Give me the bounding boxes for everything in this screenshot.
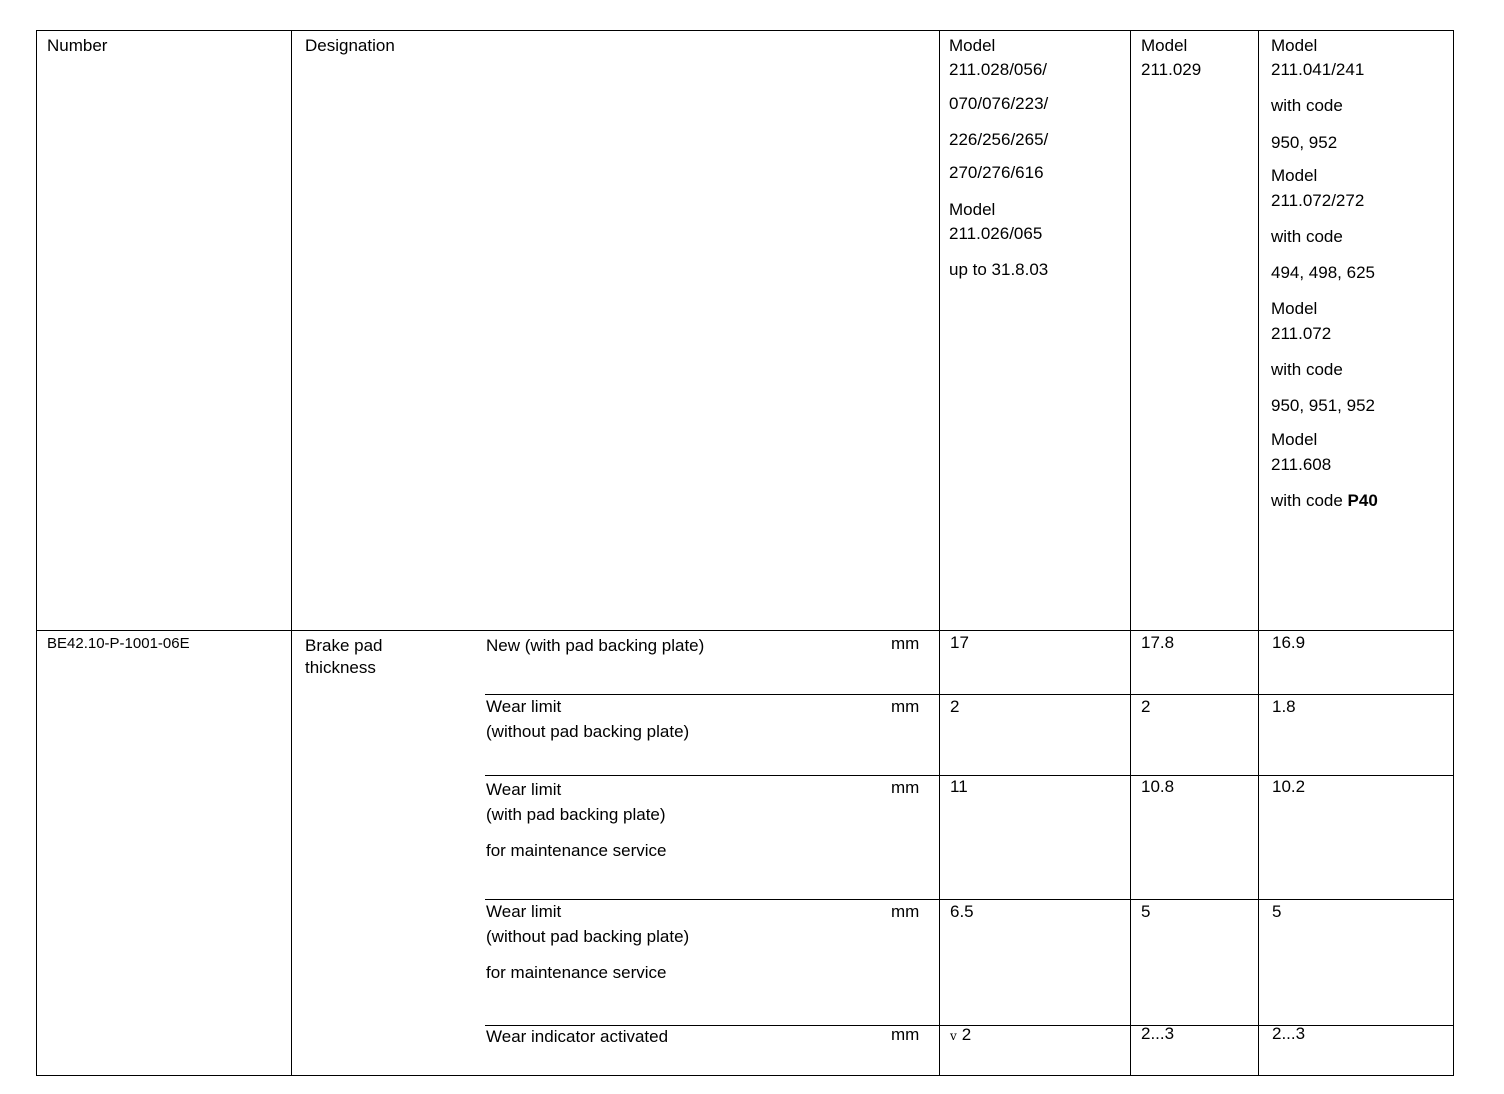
row-desc: (without pad backing plate): [486, 927, 690, 946]
row-divider: [485, 1025, 1454, 1026]
header-text: 211.026/065: [949, 224, 1043, 243]
row-value-2: 10.8: [1141, 777, 1175, 796]
row-value-1: 2: [950, 697, 960, 716]
row-value-2: 2: [1141, 697, 1151, 716]
row-value-2: 5: [1141, 902, 1151, 921]
header-designation: Designation: [305, 36, 395, 55]
row-value-1: 11: [950, 777, 968, 796]
table-border-right: [1453, 30, 1454, 1076]
row-unit: mm: [891, 902, 920, 921]
designation-line: thickness: [305, 658, 376, 677]
header-text: with code: [1271, 96, 1343, 115]
header-text: with code P40: [1271, 491, 1378, 511]
header-text: Model: [949, 36, 996, 55]
row-desc: Wear limit: [486, 780, 562, 799]
row-desc: Wear limit: [486, 902, 562, 921]
header-text: 211.072: [1271, 324, 1332, 343]
spec-number: BE42.10-P-1001-06E: [47, 635, 190, 652]
row-divider: [485, 899, 1454, 900]
header-text: with code: [1271, 491, 1348, 510]
header-text: 211.072/272: [1271, 191, 1365, 210]
column-divider: [291, 30, 292, 1076]
header-text: 494, 498, 625: [1271, 263, 1375, 282]
table-border-left: [36, 30, 37, 1076]
row-unit: mm: [891, 697, 920, 716]
value: 2: [961, 1025, 972, 1044]
header-text: Model: [1271, 166, 1318, 185]
header-text: 950, 951, 952: [1271, 396, 1375, 415]
row-desc: for maintenance service: [486, 841, 667, 860]
row-desc: (with pad backing plate): [486, 805, 666, 824]
row-value-3: 2...3: [1272, 1024, 1306, 1043]
header-divider: [36, 630, 1454, 631]
header-text: 211.608: [1271, 455, 1332, 474]
column-divider: [1258, 30, 1259, 1076]
header-number: Number: [47, 36, 108, 55]
row-divider: [485, 775, 1454, 776]
row-value-1: 6.5: [950, 902, 974, 921]
header-text: up to 31.8.03: [949, 260, 1049, 279]
comparison-symbol: v: [950, 1029, 957, 1043]
header-text: 211.041/241: [1271, 60, 1365, 79]
header-text: Model: [1141, 36, 1188, 55]
row-value-3: 16.9: [1272, 633, 1306, 652]
row-value-1: 17: [950, 633, 969, 652]
header-text: 211.029: [1141, 60, 1202, 79]
code-bold: P40: [1347, 491, 1378, 510]
table-border-top: [36, 30, 1454, 31]
row-desc: (without pad backing plate): [486, 722, 690, 741]
row-value-2: 17.8: [1141, 633, 1175, 652]
header-text: Model: [1271, 430, 1318, 449]
row-value-3: 5: [1272, 902, 1282, 921]
header-text: Model: [949, 200, 996, 219]
designation-line: Brake pad: [305, 636, 383, 655]
row-value-3: 1.8: [1272, 697, 1296, 716]
row-unit: mm: [891, 634, 920, 653]
header-text: with code: [1271, 360, 1343, 379]
header-text: 070/076/223/: [949, 94, 1049, 113]
row-desc: for maintenance service: [486, 963, 667, 982]
header-text: 226/256/265/: [949, 130, 1049, 149]
row-desc: New (with pad backing plate): [486, 636, 705, 655]
row-value-3: 10.2: [1272, 777, 1306, 796]
header-text: 270/276/616: [949, 163, 1044, 182]
header-text: with code: [1271, 227, 1343, 246]
row-desc: Wear indicator activated: [486, 1027, 669, 1046]
header-text: Model: [1271, 36, 1318, 55]
header-text: 211.028/056/: [949, 60, 1047, 79]
row-unit: mm: [891, 778, 920, 797]
header-text: 950, 952: [1271, 133, 1338, 152]
column-divider: [1130, 30, 1131, 1076]
row-value-2: 2...3: [1141, 1024, 1175, 1043]
column-divider: [939, 30, 940, 1076]
row-divider: [485, 694, 1454, 695]
row-unit: mm: [891, 1025, 920, 1044]
header-text: Model: [1271, 299, 1318, 318]
table-border-bottom: [36, 1075, 1454, 1076]
row-desc: Wear limit: [486, 697, 562, 716]
